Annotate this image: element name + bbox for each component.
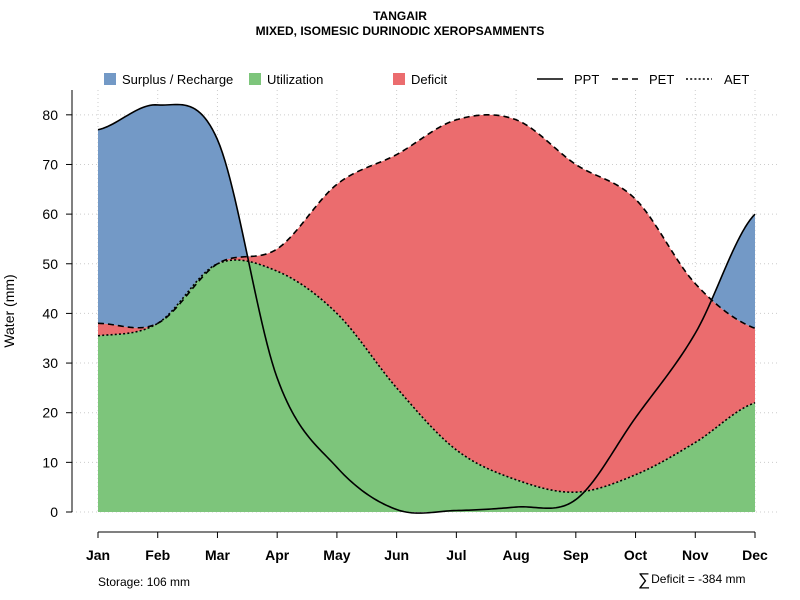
x-tick-label-apr: Apr <box>265 547 290 563</box>
x-tick-label-dec: Dec <box>742 547 768 563</box>
legend-label-pet: PET <box>649 72 674 87</box>
deficit-area <box>98 114 755 493</box>
x-tick-label-oct: Oct <box>624 547 648 563</box>
y-axis-label: Water (mm) <box>1 274 17 347</box>
ppt-line <box>97 103 756 514</box>
x-tick-label-feb: Feb <box>145 547 170 563</box>
legend-label-utilization: Utilization <box>267 72 323 87</box>
y-tick-label-70: 70 <box>42 156 58 172</box>
storage-label: Storage: 106 mm <box>98 575 191 589</box>
sum-symbol: ∑ <box>638 570 651 589</box>
x-tick-label-jun: Jun <box>384 547 409 563</box>
x-tick-label-may: May <box>323 547 350 563</box>
x-tick-label-sep: Sep <box>563 547 589 563</box>
chart-title: TANGAIR <box>373 9 427 23</box>
y-tick-label-60: 60 <box>42 206 58 222</box>
y-tick-label-50: 50 <box>42 256 58 272</box>
surplus-area <box>98 104 755 329</box>
legend-label-ppt: PPT <box>574 72 599 87</box>
series-lines <box>97 103 756 514</box>
x-tick-label-aug: Aug <box>502 547 529 563</box>
balance-areas <box>98 104 755 512</box>
x-tick-label-jul: Jul <box>446 547 466 563</box>
deficit-total-label: Deficit = -384 mm <box>651 572 746 586</box>
x-tick-label-jan: Jan <box>86 547 110 563</box>
y-tick-label-30: 30 <box>42 355 58 371</box>
legend: Surplus / Recharge Utilization Deficit PPT P… <box>104 72 749 87</box>
legend-swatch-utilization <box>249 73 261 85</box>
legend-label-aet: AET <box>724 72 749 87</box>
y-tick-label-10: 10 <box>42 454 58 470</box>
y-tick-label-80: 80 <box>42 107 58 123</box>
legend-label-surplus-recharge: Surplus / Recharge <box>122 72 233 87</box>
aet-line <box>97 259 756 494</box>
axes: 0 10 20 30 40 50 60 70 80 Jan Feb Mar Apr May Jun Jul Au… <box>1 90 768 563</box>
y-tick-label-20: 20 <box>42 405 58 421</box>
x-tick-label-mar: Mar <box>205 547 230 563</box>
y-tick-label-0: 0 <box>50 504 58 520</box>
legend-label-deficit: Deficit <box>411 72 448 87</box>
legend-swatch-deficit <box>393 73 405 85</box>
legend-swatch-surplus-recharge <box>104 73 116 85</box>
deficit-total: ∑Deficit = -384 mm <box>638 570 745 590</box>
pet-line <box>97 114 756 330</box>
x-tick-label-nov: Nov <box>682 547 709 563</box>
y-tick-label-40: 40 <box>42 305 58 321</box>
chart-subtitle: MIXED, ISOMESIC DURINODIC XEROPSAMMENTS <box>255 24 545 38</box>
